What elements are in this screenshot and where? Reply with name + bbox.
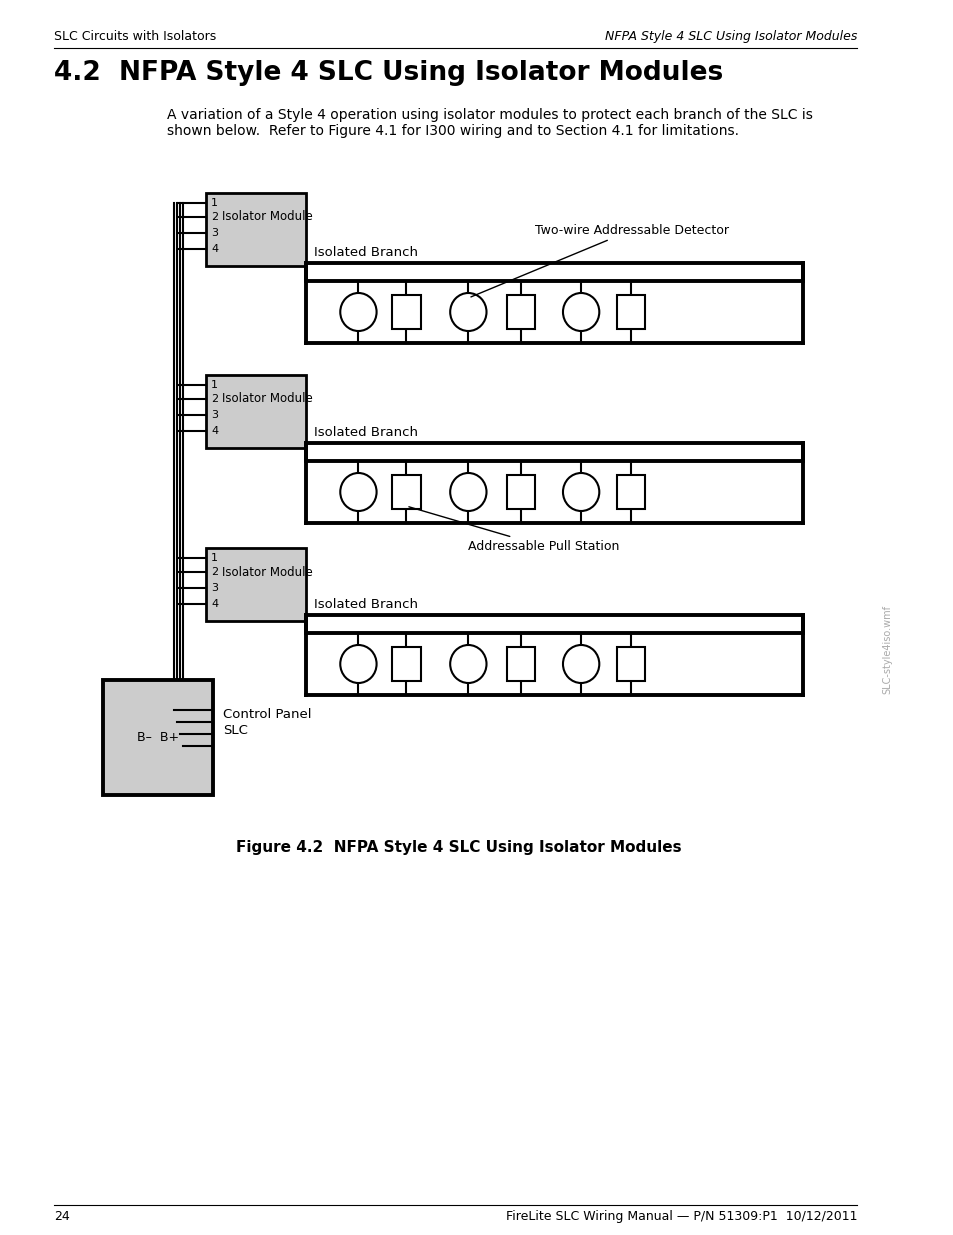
Text: 1: 1 — [211, 380, 218, 390]
Ellipse shape — [340, 645, 376, 683]
Bar — [616, 295, 644, 329]
Bar — [306, 615, 802, 634]
Text: Figure 4.2  NFPA Style 4 SLC Using Isolator Modules: Figure 4.2 NFPA Style 4 SLC Using Isolat… — [235, 840, 680, 855]
Text: B–  B+: B– B+ — [137, 731, 179, 743]
Text: 4: 4 — [211, 599, 218, 609]
Text: Addressable Pull Station: Addressable Pull Station — [409, 506, 619, 553]
Text: shown below.  Refer to Figure 4.1 for I300 wiring and to Section 4.1 for limitat: shown below. Refer to Figure 4.1 for I30… — [167, 124, 739, 138]
Ellipse shape — [450, 645, 486, 683]
Ellipse shape — [562, 473, 598, 511]
Text: 3: 3 — [211, 410, 218, 420]
Text: SLC: SLC — [222, 724, 248, 737]
Text: 2: 2 — [211, 567, 218, 577]
Text: 4.2  NFPA Style 4 SLC Using Isolator Modules: 4.2 NFPA Style 4 SLC Using Isolator Modu… — [54, 61, 723, 86]
Text: FireLite SLC Wiring Manual — P/N 51309:P1  10/12/2011: FireLite SLC Wiring Manual — P/N 51309:P… — [505, 1210, 857, 1223]
Text: 3: 3 — [211, 228, 218, 238]
Ellipse shape — [562, 645, 598, 683]
Text: 3: 3 — [211, 583, 218, 593]
Text: 1: 1 — [211, 198, 218, 207]
Text: Isolated Branch: Isolated Branch — [314, 426, 417, 438]
Bar — [506, 295, 535, 329]
Bar — [506, 475, 535, 509]
Text: SLC-style4iso.wmf: SLC-style4iso.wmf — [882, 605, 891, 694]
Bar — [616, 475, 644, 509]
Text: NFPA Style 4 SLC Using Isolator Modules: NFPA Style 4 SLC Using Isolator Modules — [604, 30, 857, 43]
Text: 1: 1 — [211, 553, 218, 563]
Ellipse shape — [340, 293, 376, 331]
Ellipse shape — [340, 473, 376, 511]
Bar — [205, 548, 306, 621]
Text: Isolated Branch: Isolated Branch — [314, 598, 417, 611]
Text: SLC Circuits with Isolators: SLC Circuits with Isolators — [54, 30, 216, 43]
Text: 4: 4 — [211, 245, 218, 254]
Text: Isolated Branch: Isolated Branch — [314, 246, 417, 259]
Ellipse shape — [450, 293, 486, 331]
Text: Isolator Module: Isolator Module — [221, 210, 313, 224]
Text: 4: 4 — [211, 426, 218, 436]
Bar — [392, 647, 420, 680]
Text: 2: 2 — [211, 212, 218, 222]
Bar — [506, 647, 535, 680]
Text: A variation of a Style 4 operation using isolator modules to protect each branch: A variation of a Style 4 operation using… — [167, 107, 812, 122]
Ellipse shape — [450, 473, 486, 511]
Bar — [103, 680, 213, 795]
Bar — [205, 375, 306, 448]
Text: Isolator Module: Isolator Module — [221, 566, 313, 578]
Bar — [392, 295, 420, 329]
Ellipse shape — [562, 293, 598, 331]
Text: Control Panel: Control Panel — [222, 708, 311, 721]
Bar — [306, 443, 802, 461]
Text: Two-wire Addressable Detector: Two-wire Addressable Detector — [471, 224, 728, 296]
Bar — [392, 475, 420, 509]
Text: Isolator Module: Isolator Module — [221, 393, 313, 405]
Text: 2: 2 — [211, 394, 218, 404]
Bar — [306, 263, 802, 282]
Bar — [205, 193, 306, 266]
Text: 24: 24 — [54, 1210, 71, 1223]
Bar — [616, 647, 644, 680]
